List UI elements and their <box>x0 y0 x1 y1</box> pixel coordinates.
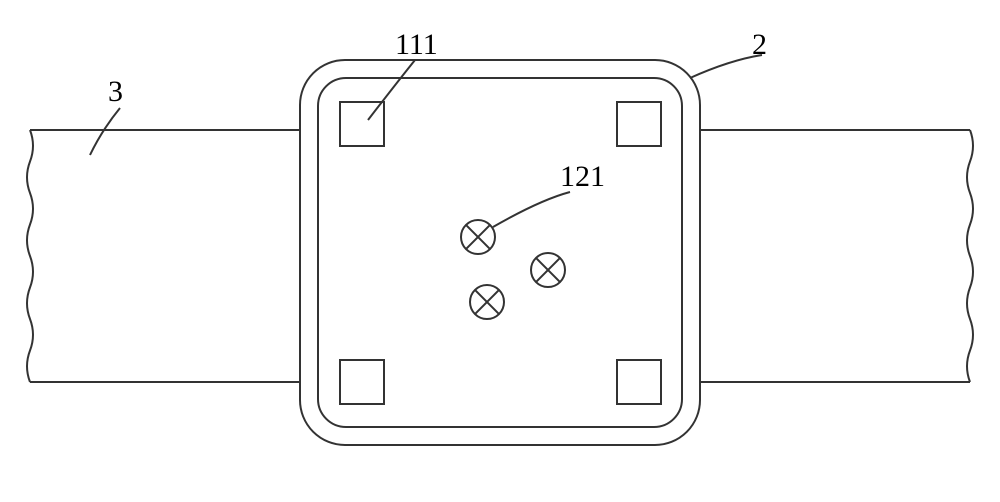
strap-right-edge <box>967 130 973 382</box>
leader-3 <box>90 108 120 155</box>
ref-label-2: 2 <box>752 28 767 62</box>
ref-label-3: 3 <box>108 75 123 109</box>
ref-label-121: 121 <box>560 160 605 194</box>
strap-left-edge <box>27 130 33 382</box>
ref-label-111: 111 <box>395 28 438 62</box>
housing-outer <box>300 60 700 445</box>
